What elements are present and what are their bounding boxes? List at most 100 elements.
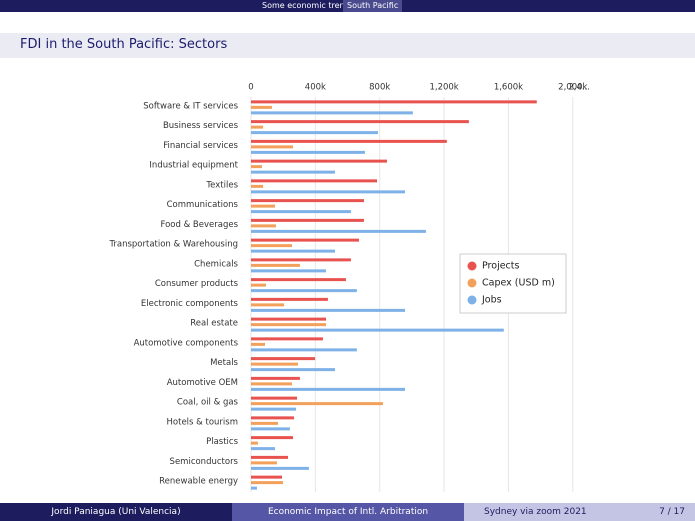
bar — [251, 481, 284, 485]
x-tick-label: 1,200k — [429, 83, 458, 93]
bar — [251, 105, 272, 109]
bar — [251, 466, 309, 470]
y-tick-label: Renewable energy — [159, 477, 238, 487]
bar — [251, 328, 504, 332]
bar — [251, 179, 377, 183]
bar — [251, 263, 300, 267]
bar — [251, 337, 323, 341]
footer-author: Jordi Paniagua (Uni Valencia) — [0, 503, 232, 521]
y-tick-label: Software & IT services — [143, 101, 238, 111]
bar — [251, 184, 264, 188]
bar — [251, 170, 335, 174]
bar — [251, 218, 364, 222]
bar — [251, 224, 276, 228]
bar — [251, 376, 300, 380]
y-tick-label: Food & Beverages — [161, 220, 239, 230]
legend-swatch — [467, 261, 477, 271]
y-tick-label: Real estate — [190, 319, 238, 329]
bar — [251, 486, 257, 490]
bar — [251, 323, 326, 327]
bar — [251, 131, 378, 135]
bar — [251, 190, 405, 194]
y-tick-label: Textiles — [205, 180, 238, 190]
bar — [251, 303, 284, 307]
bar — [251, 342, 265, 346]
y-tick-label: Hotels & tourism — [167, 417, 238, 427]
bar — [251, 283, 266, 287]
bar — [251, 382, 293, 386]
bar — [251, 427, 290, 431]
bar — [251, 258, 351, 262]
bar — [251, 289, 357, 293]
legend-swatch — [467, 278, 477, 288]
bar — [251, 447, 275, 451]
bar — [251, 387, 405, 391]
footer-venue: Sydney via zoom 2021 — [484, 507, 587, 517]
y-tick-label: Chemicals — [194, 259, 238, 269]
y-tick-label: Transportation & Warehousing — [108, 240, 238, 250]
y-tick-label: Metals — [210, 358, 238, 368]
bar — [251, 204, 275, 208]
y-tick-label: Automotive OEM — [167, 378, 238, 388]
bar — [251, 475, 283, 479]
x-tick-label: 400k — [305, 83, 326, 93]
footer-page: 7 / 17 — [659, 507, 685, 517]
bar — [251, 100, 537, 104]
bar — [251, 278, 346, 282]
bar — [251, 455, 289, 459]
frame-title: FDI in the South Pacific: Sectors — [20, 37, 228, 52]
y-tick-label: Semiconductors — [170, 457, 239, 467]
bar — [251, 269, 326, 273]
x-tick-label: 2,4... — [568, 83, 590, 93]
y-tick-label: Automotive components — [134, 338, 239, 348]
bar — [251, 139, 447, 143]
frame-title-bar: FDI in the South Pacific: Sectors — [0, 33, 695, 58]
y-tick-label: Plastics — [206, 437, 238, 447]
section: Some economic trends — [262, 1, 354, 10]
y-tick-label: Electronic components — [141, 299, 239, 309]
bar — [251, 368, 335, 372]
legend-label: Jobs — [481, 295, 502, 306]
bar — [251, 436, 293, 440]
y-tick-label: Communications — [167, 200, 239, 210]
bar — [251, 244, 293, 248]
bar — [251, 297, 328, 301]
bar — [251, 402, 383, 406]
x-tick-label: 800k — [369, 83, 390, 93]
y-tick-label: Consumer products — [155, 279, 239, 289]
footer: Jordi Paniagua (Uni Valencia) Economic I… — [0, 503, 695, 521]
bar — [251, 317, 326, 321]
bar — [251, 145, 293, 149]
bar — [251, 229, 426, 233]
legend-label: Projects — [482, 261, 520, 272]
bar — [251, 441, 258, 445]
bar — [251, 165, 262, 169]
footer-right: Sydney via zoom 2021 7 / 17 — [464, 503, 695, 521]
bar — [251, 111, 413, 115]
bar — [251, 348, 357, 352]
bar — [251, 396, 298, 400]
bar — [251, 199, 364, 203]
subsection: South Pacific — [343, 0, 403, 12]
bar — [251, 120, 469, 124]
legend-box — [459, 253, 567, 314]
header-bar: Some economic trends South Pacific — [0, 0, 695, 12]
legend-swatch — [467, 295, 477, 305]
bar — [251, 249, 335, 253]
y-tick-label: Industrial equipment — [149, 161, 238, 171]
y-tick-label: Coal, oil & gas — [177, 398, 239, 408]
bar — [251, 407, 297, 411]
bar — [251, 159, 387, 163]
bar — [251, 125, 264, 129]
bar — [251, 416, 294, 420]
x-tick-label: 0 — [248, 83, 253, 93]
y-tick-label: Business services — [163, 121, 239, 131]
footer-talk: Economic Impact of Intl. Arbitration — [232, 503, 464, 521]
legend-label: Capex (USD m) — [482, 278, 555, 289]
bar — [251, 308, 405, 312]
bar — [251, 421, 279, 425]
bar — [251, 362, 298, 366]
bar — [251, 238, 359, 242]
